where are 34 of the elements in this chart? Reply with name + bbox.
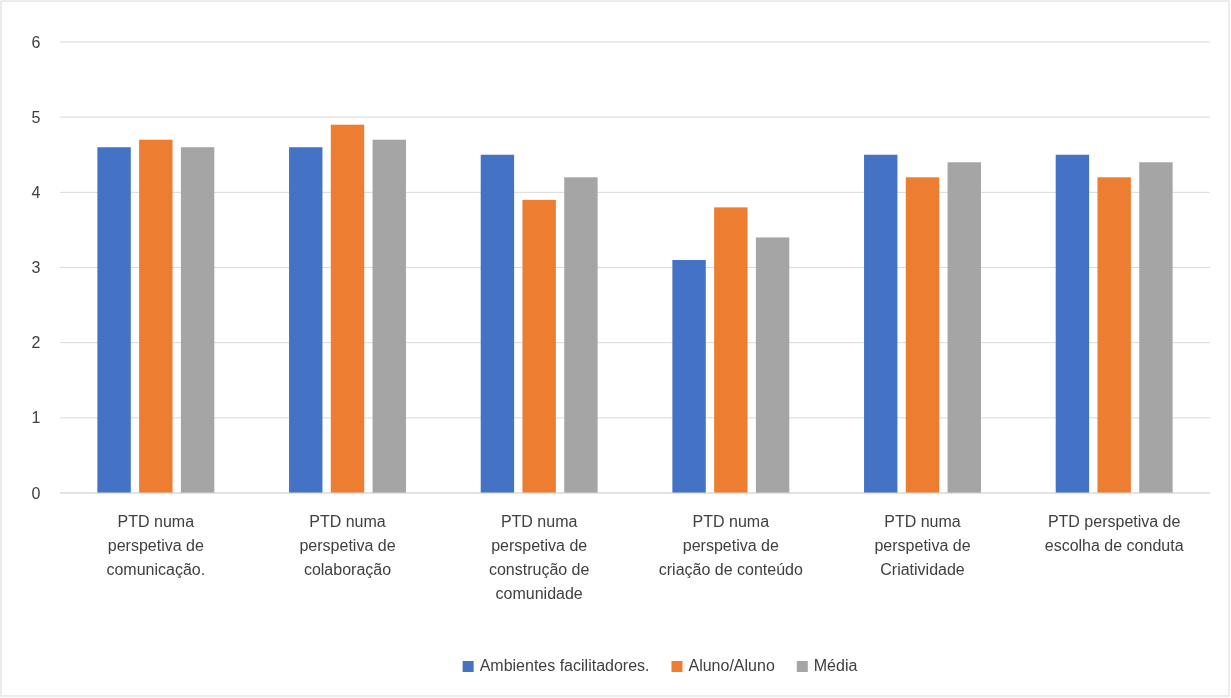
legend-label: Aluno/Aluno <box>688 657 775 674</box>
y-tick-label: 3 <box>31 259 41 277</box>
legend-label: Ambientes facilitadores. <box>479 657 650 674</box>
bar <box>139 139 173 493</box>
bar <box>1139 162 1173 493</box>
bar <box>755 237 790 493</box>
bar <box>522 199 556 493</box>
x-tick-label: PTD numa perspetiva de Criatividade <box>874 513 971 578</box>
bar <box>672 259 706 493</box>
x-tick-label: PTD numa perspetiva de comunicação. <box>106 513 206 578</box>
bar <box>330 124 365 493</box>
bar <box>480 154 515 493</box>
bar <box>289 147 323 493</box>
x-tick-label: PTD perspetiva de escolha de conduta <box>1044 513 1184 554</box>
bar <box>947 162 981 493</box>
legend-label: Média <box>813 657 858 674</box>
bar <box>180 147 215 493</box>
y-tick-label: 4 <box>31 183 41 201</box>
bar <box>1055 154 1090 493</box>
y-tick-label: 1 <box>31 409 41 427</box>
x-tick-label: PTD numa perspetiva de colaboração <box>299 513 396 578</box>
x-tick-label: PTD numa perspetiva de construção de comunidade <box>488 513 590 602</box>
y-tick-label: 5 <box>31 108 41 126</box>
y-tick-label: 0 <box>31 484 41 502</box>
bar <box>564 177 598 493</box>
bar <box>714 207 748 493</box>
bar <box>1097 177 1131 493</box>
x-tick-label: PTD numa perspetiva de criação de conteúdo <box>658 513 803 578</box>
y-tick-label: 2 <box>31 334 41 352</box>
y-tick-label: 6 <box>31 33 41 51</box>
bar <box>864 154 898 493</box>
bar <box>372 139 406 493</box>
bar <box>905 177 940 493</box>
bar <box>97 147 131 493</box>
